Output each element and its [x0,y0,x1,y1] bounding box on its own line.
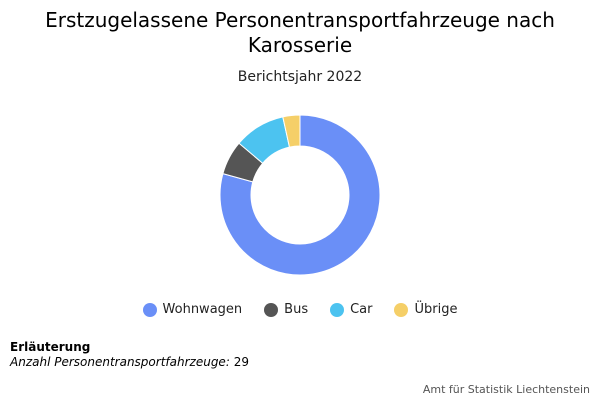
explanation-heading: Erläuterung [10,340,91,354]
legend-item-übrige[interactable]: Übrige [394,302,457,317]
chart-title: Erstzugelassene Personentransportfahrzeu… [0,8,600,58]
legend-item-wohnwagen[interactable]: Wohnwagen [142,302,243,317]
explanation-note: Erläuterung Anzahl Personentransportfahr… [10,340,249,370]
chart-title-line-1: Erstzugelassene Personentransportfahrzeu… [45,8,555,32]
slice-übrige[interactable] [282,114,301,148]
legend-label: Wohnwagen [162,302,243,317]
legend-label: Übrige [414,302,458,317]
legend-label: Bus [284,302,309,317]
legend-label: Car [350,302,373,317]
legend-item-car[interactable]: Car [330,302,372,317]
legend-swatch [394,302,409,317]
source-credit: Amt für Statistik Liechtenstein [422,383,590,396]
legend-swatch [142,302,157,317]
donut-slices [219,114,381,276]
chart-title-line-2: Karosserie [247,33,353,57]
slice-wohnwagen[interactable] [219,114,381,276]
legend-swatch [330,302,345,317]
explanation-value: 29 [233,355,249,369]
chart-legend: Wohnwagen Bus Car Übrige [0,302,600,317]
explanation-line: Anzahl Personentransportfahrzeuge: 29 [10,355,249,370]
legend-item-bus[interactable]: Bus [264,302,308,317]
explanation-label: Anzahl Personentransportfahrzeuge: [10,355,230,369]
legend-swatch [264,302,279,317]
chart-subtitle: Berichtsjahr 2022 [237,69,363,85]
donut-chart [219,114,381,276]
